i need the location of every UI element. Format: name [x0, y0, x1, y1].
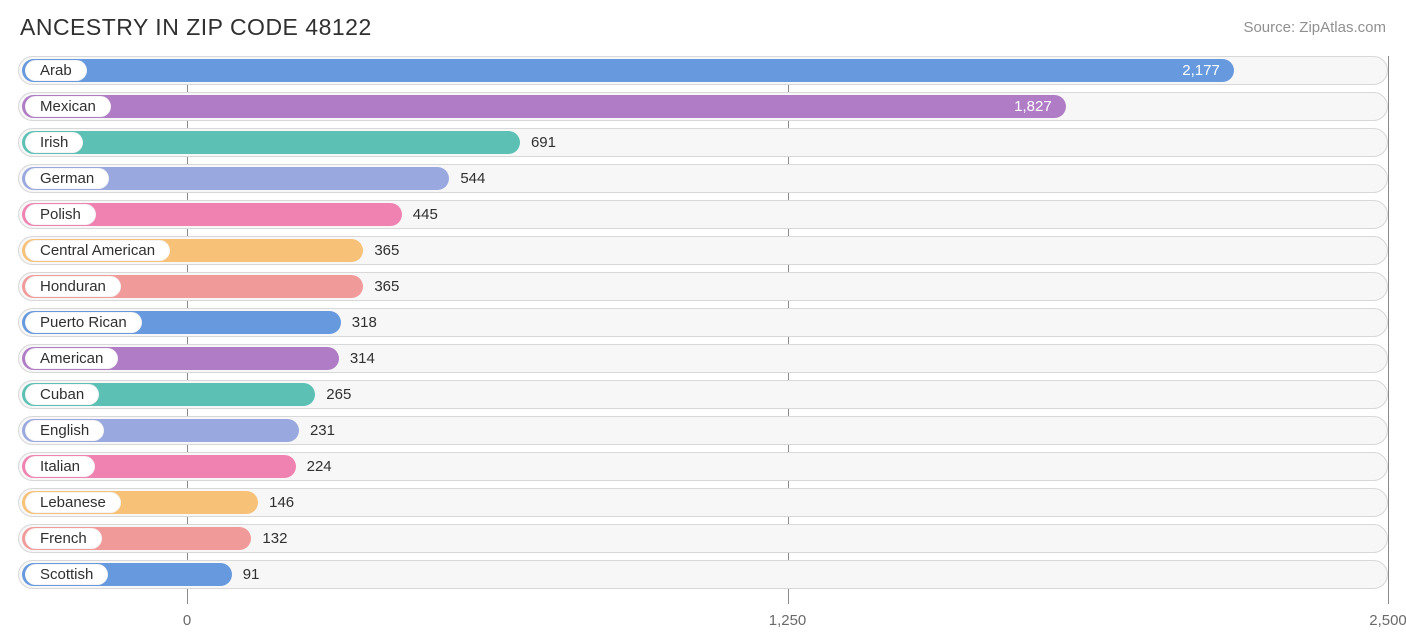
bar-category-pill: Honduran	[25, 276, 121, 297]
x-gridline	[1388, 56, 1389, 604]
bar-track: 544 German	[18, 164, 1388, 193]
bar-value-label: 132	[262, 525, 287, 552]
bar-category-pill: Mexican	[25, 96, 111, 117]
chart-title: ANCESTRY IN ZIP CODE 48122	[20, 14, 372, 41]
chart-bars-container: 2,177 Arab 1,827 Mexican 691 Irish 544 German 44…	[18, 56, 1388, 604]
bar-category-pill: Puerto Rican	[25, 312, 142, 333]
bar-fill: 1,827	[22, 95, 1066, 118]
bar-track: 2,177 Arab	[18, 56, 1388, 85]
bar-fill	[22, 131, 520, 154]
bar-fill: 2,177	[22, 59, 1234, 82]
x-axis-tick-label: 1,250	[769, 612, 807, 629]
bar-track: 691 Irish	[18, 128, 1388, 157]
bar-row: 91 Scottish	[18, 560, 1388, 589]
bar-row: 365 Central American	[18, 236, 1388, 265]
bar-category-pill: Arab	[25, 60, 87, 81]
bar-row: 691 Irish	[18, 128, 1388, 157]
bar-track: 146 Lebanese	[18, 488, 1388, 517]
bar-row: 132 French	[18, 524, 1388, 553]
bar-category-pill: Central American	[25, 240, 170, 261]
chart-header: ANCESTRY IN ZIP CODE 48122 Source: ZipAt…	[20, 0, 1386, 54]
bar-track: 132 French	[18, 524, 1388, 553]
bar-category-pill: Polish	[25, 204, 96, 225]
bar-row: 318 Puerto Rican	[18, 308, 1388, 337]
bar-value-label: 691	[531, 129, 556, 156]
bar-track: 1,827 Mexican	[18, 92, 1388, 121]
bar-value-label: 231	[310, 417, 335, 444]
bar-row: 445 Polish	[18, 200, 1388, 229]
x-axis: 01,2502,500	[18, 608, 1388, 636]
bar-value-label: 224	[307, 453, 332, 480]
bar-category-pill: Cuban	[25, 384, 99, 405]
bar-category-pill: Lebanese	[25, 492, 121, 513]
bar-row: 146 Lebanese	[18, 488, 1388, 517]
bar-track: 318 Puerto Rican	[18, 308, 1388, 337]
bar-category-pill: Scottish	[25, 564, 108, 585]
bar-row: 314 American	[18, 344, 1388, 373]
bar-value-label: 91	[243, 561, 260, 588]
bar-row: 2,177 Arab	[18, 56, 1388, 85]
bar-row: 224 Italian	[18, 452, 1388, 481]
bar-track: 365 Central American	[18, 236, 1388, 265]
bar-category-pill: American	[25, 348, 118, 369]
bar-value-label: 318	[352, 309, 377, 336]
bar-track: 445 Polish	[18, 200, 1388, 229]
bar-track: 265 Cuban	[18, 380, 1388, 409]
bar-track: 314 American	[18, 344, 1388, 373]
bar-category-pill: Italian	[25, 456, 95, 477]
bar-value-label: 265	[326, 381, 351, 408]
bar-row: 231 English	[18, 416, 1388, 445]
bar-value-label: 1,827	[1014, 95, 1052, 118]
bar-category-pill: Irish	[25, 132, 83, 153]
bar-track: 231 English	[18, 416, 1388, 445]
bar-category-pill: French	[25, 528, 102, 549]
x-axis-tick-label: 0	[183, 612, 191, 629]
bar-row: 1,827 Mexican	[18, 92, 1388, 121]
bar-track: 224 Italian	[18, 452, 1388, 481]
bar-value-label: 365	[374, 273, 399, 300]
bar-value-label: 146	[269, 489, 294, 516]
chart-source: Source: ZipAtlas.com	[1243, 19, 1386, 36]
bar-track: 365 Honduran	[18, 272, 1388, 301]
bar-row: 265 Cuban	[18, 380, 1388, 409]
bar-value-label: 314	[350, 345, 375, 372]
bar-value-label: 445	[413, 201, 438, 228]
bar-category-pill: English	[25, 420, 104, 441]
bar-track: 91 Scottish	[18, 560, 1388, 589]
chart-area: 2,177 Arab 1,827 Mexican 691 Irish 544 German 44…	[18, 56, 1388, 604]
bar-value-label: 365	[374, 237, 399, 264]
bar-row: 544 German	[18, 164, 1388, 193]
bar-value-label: 2,177	[1182, 59, 1220, 82]
x-axis-tick-label: 2,500	[1369, 612, 1406, 629]
bar-row: 365 Honduran	[18, 272, 1388, 301]
bar-value-label: 544	[460, 165, 485, 192]
bar-category-pill: German	[25, 168, 109, 189]
